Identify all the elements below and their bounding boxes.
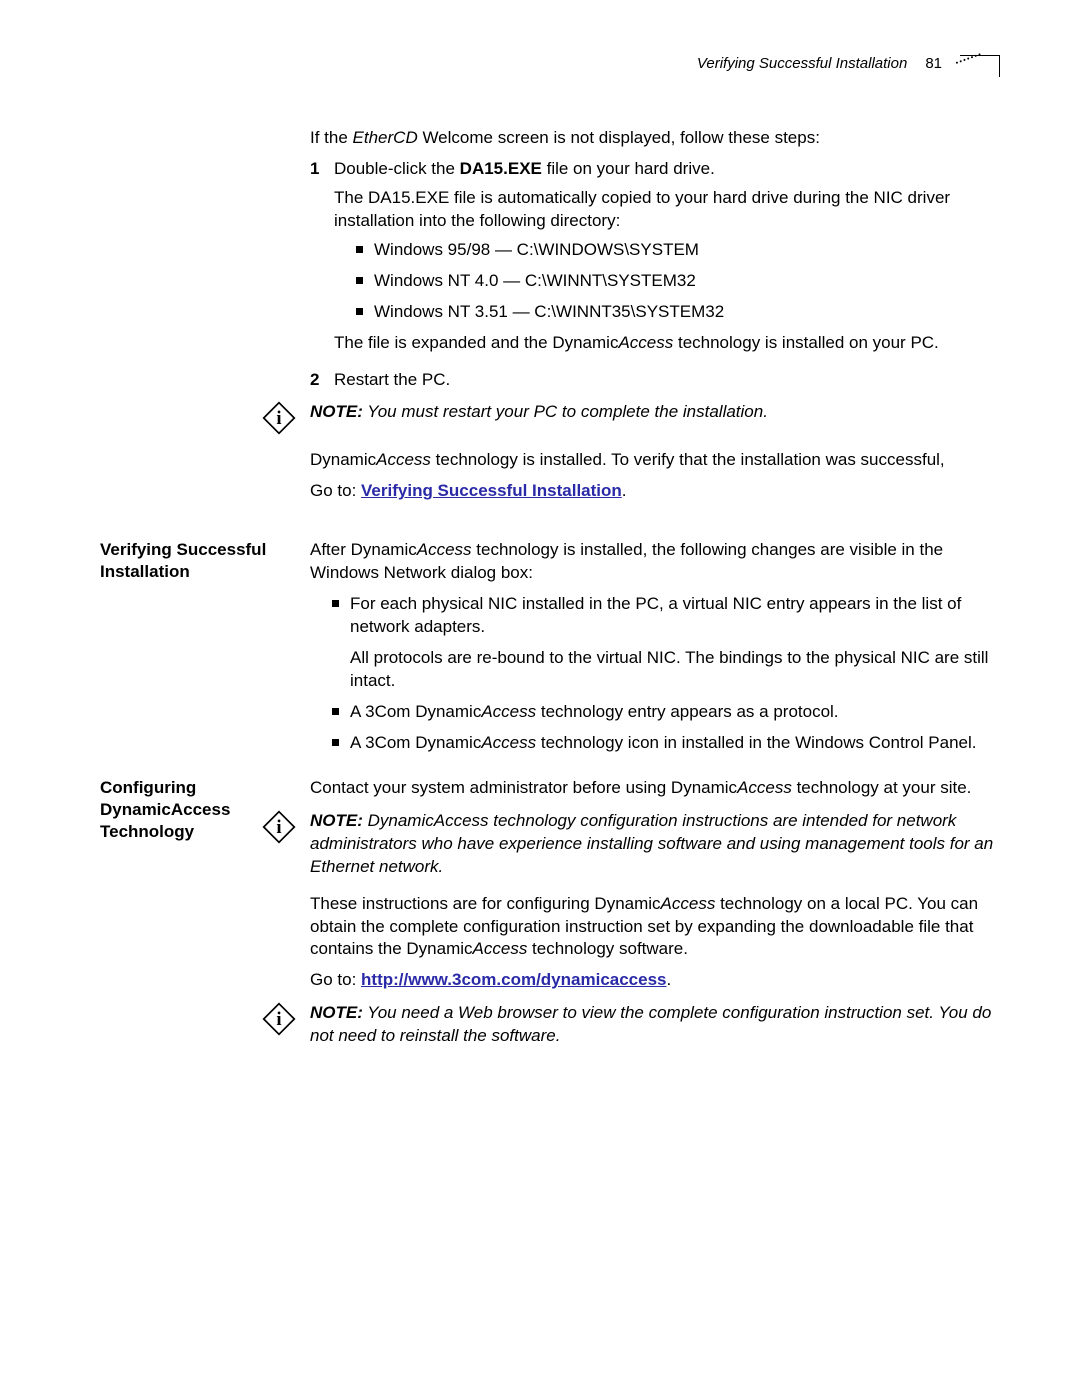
step-1-body: Double-click the DA15.EXE file on your h… <box>334 158 1000 361</box>
cfg-b: Access <box>737 778 792 797</box>
cfg-link[interactable]: http://www.3com.com/dynamicaccess <box>361 970 666 989</box>
p2b: Access <box>661 894 716 913</box>
step1-a: Double-click the <box>334 159 460 178</box>
vb2b: Access <box>481 702 536 721</box>
note-1-label: NOTE: <box>310 402 363 421</box>
note-3-label: NOTE: <box>310 1003 363 1022</box>
page-number: 81 <box>925 55 942 72</box>
p2a: These instructions are for configuring D… <box>310 894 661 913</box>
bullet-nt351: Windows NT 3.51 — C:\WINNT35\SYSTEM32 <box>356 301 1000 324</box>
document-page: Verifying Successful Installation 81 If … <box>0 0 1080 1112</box>
note-2-label: NOTE: <box>310 811 363 830</box>
intro-before: If the <box>310 128 353 147</box>
intro-block: If the EtherCD Welcome screen is not dis… <box>310 127 1000 539</box>
step1-file: DA15.EXE <box>460 159 542 178</box>
svg-text:i: i <box>276 1009 281 1030</box>
v-b: Access <box>417 540 472 559</box>
verify-intro: After DynamicAccess technology is instal… <box>310 539 1000 585</box>
p2e: technology software. <box>527 939 688 958</box>
vb3c: technology icon in installed in the Wind… <box>536 733 976 752</box>
step-1-line: Double-click the DA15.EXE file on your h… <box>334 158 1000 181</box>
header-dots-icon <box>956 53 981 64</box>
note-2-body: DynamicAccess technology configuration i… <box>310 811 993 876</box>
vb1-sub: All protocols are re-bound to the virtua… <box>350 647 1000 693</box>
note-3: i NOTE: You need a Web browser to view t… <box>262 1002 1000 1048</box>
step1-b: file on your hard drive. <box>542 159 715 178</box>
pn-a: Dynamic <box>310 450 376 469</box>
cfg-goto-label: Go to: <box>310 970 361 989</box>
step-2-number: 2 <box>310 369 324 392</box>
note-1: i NOTE: You must restart your PC to comp… <box>262 401 1000 435</box>
config-block: Contact your system administrator before… <box>310 777 1000 1062</box>
s1s2b: Access <box>618 333 673 352</box>
vb2a: A 3Com Dynamic <box>350 702 481 721</box>
heading-verify: Verifying Successful Installation <box>100 539 290 583</box>
goto-label: Go to: <box>310 481 361 500</box>
p2d: Access <box>473 939 528 958</box>
post-note-p1: DynamicAccess technology is installed. T… <box>310 449 1000 472</box>
page-header: Verifying Successful Installation 81 <box>100 55 1000 77</box>
info-icon: i <box>262 810 296 844</box>
content-grid: If the EtherCD Welcome screen is not dis… <box>100 127 1000 1062</box>
post-note-goto: Go to: Verifying Successful Installation… <box>310 480 1000 503</box>
header-decoration <box>960 55 1000 77</box>
info-icon: i <box>262 401 296 435</box>
pn-c: technology is installed. To verify that … <box>431 450 945 469</box>
s1s2c: technology is installed on your PC. <box>673 333 939 352</box>
vb3b: Access <box>481 733 536 752</box>
svg-text:i: i <box>276 817 281 838</box>
config-p2: These instructions are for configuring D… <box>310 893 1000 962</box>
config-intro: Contact your system administrator before… <box>310 777 1000 800</box>
verify-link[interactable]: Verifying Successful Installation <box>361 481 622 500</box>
goto-dot: . <box>622 481 627 500</box>
vb1-text: For each physical NIC installed in the P… <box>350 594 961 636</box>
v-a: After Dynamic <box>310 540 417 559</box>
bullet-nt40: Windows NT 4.0 — C:\WINNT\SYSTEM32 <box>356 270 1000 293</box>
verify-b1: For each physical NIC installed in the P… <box>332 593 1000 693</box>
info-icon: i <box>262 1002 296 1036</box>
step-1-sub2: The file is expanded and the DynamicAcce… <box>334 332 1000 355</box>
intro-text: If the EtherCD Welcome screen is not dis… <box>310 127 1000 150</box>
left-col-empty <box>100 127 310 539</box>
cfg-a: Contact your system administrator before… <box>310 778 737 797</box>
note-3-text: NOTE: You need a Web browser to view the… <box>310 1002 1000 1048</box>
step-2: 2 Restart the PC. <box>310 369 1000 392</box>
step-1-number: 1 <box>310 158 324 361</box>
verify-bullets: For each physical NIC installed in the P… <box>310 593 1000 755</box>
vb2c: technology entry appears as a protocol. <box>536 702 838 721</box>
verify-b2: A 3Com DynamicAccess technology entry ap… <box>332 701 1000 724</box>
left-col-verify: Verifying Successful Installation <box>100 539 310 777</box>
note-3-body: You need a Web browser to view the compl… <box>310 1003 991 1045</box>
cfg-c: technology at your site. <box>792 778 972 797</box>
verify-b3: A 3Com DynamicAccess technology icon in … <box>332 732 1000 755</box>
bullet-win9598: Windows 95/98 — C:\WINDOWS\SYSTEM <box>356 239 1000 262</box>
pn-b: Access <box>376 450 431 469</box>
cfg-dot: . <box>667 970 672 989</box>
vb3a: A 3Com Dynamic <box>350 733 481 752</box>
intro-after: Welcome screen is not displayed, follow … <box>418 128 820 147</box>
step-1-sub1: The DA15.EXE file is automatically copie… <box>334 187 1000 233</box>
header-title: Verifying Successful Installation <box>697 55 907 72</box>
note-1-body: You must restart your PC to complete the… <box>363 402 768 421</box>
step-1-bullets: Windows 95/98 — C:\WINDOWS\SYSTEM Window… <box>334 239 1000 324</box>
step-1: 1 Double-click the DA15.EXE file on your… <box>310 158 1000 361</box>
config-goto: Go to: http://www.3com.com/dynamicaccess… <box>310 969 1000 992</box>
s1s2a: The file is expanded and the Dynamic <box>334 333 618 352</box>
note-2: i NOTE: DynamicAccess technology configu… <box>262 810 1000 879</box>
ethercd-term: EtherCD <box>353 128 418 147</box>
step-2-text: Restart the PC. <box>334 369 1000 392</box>
svg-text:i: i <box>276 408 281 429</box>
note-2-text: NOTE: DynamicAccess technology configura… <box>310 810 1000 879</box>
note-1-text: NOTE: You must restart your PC to comple… <box>310 401 1000 424</box>
verify-block: After DynamicAccess technology is instal… <box>310 539 1000 777</box>
